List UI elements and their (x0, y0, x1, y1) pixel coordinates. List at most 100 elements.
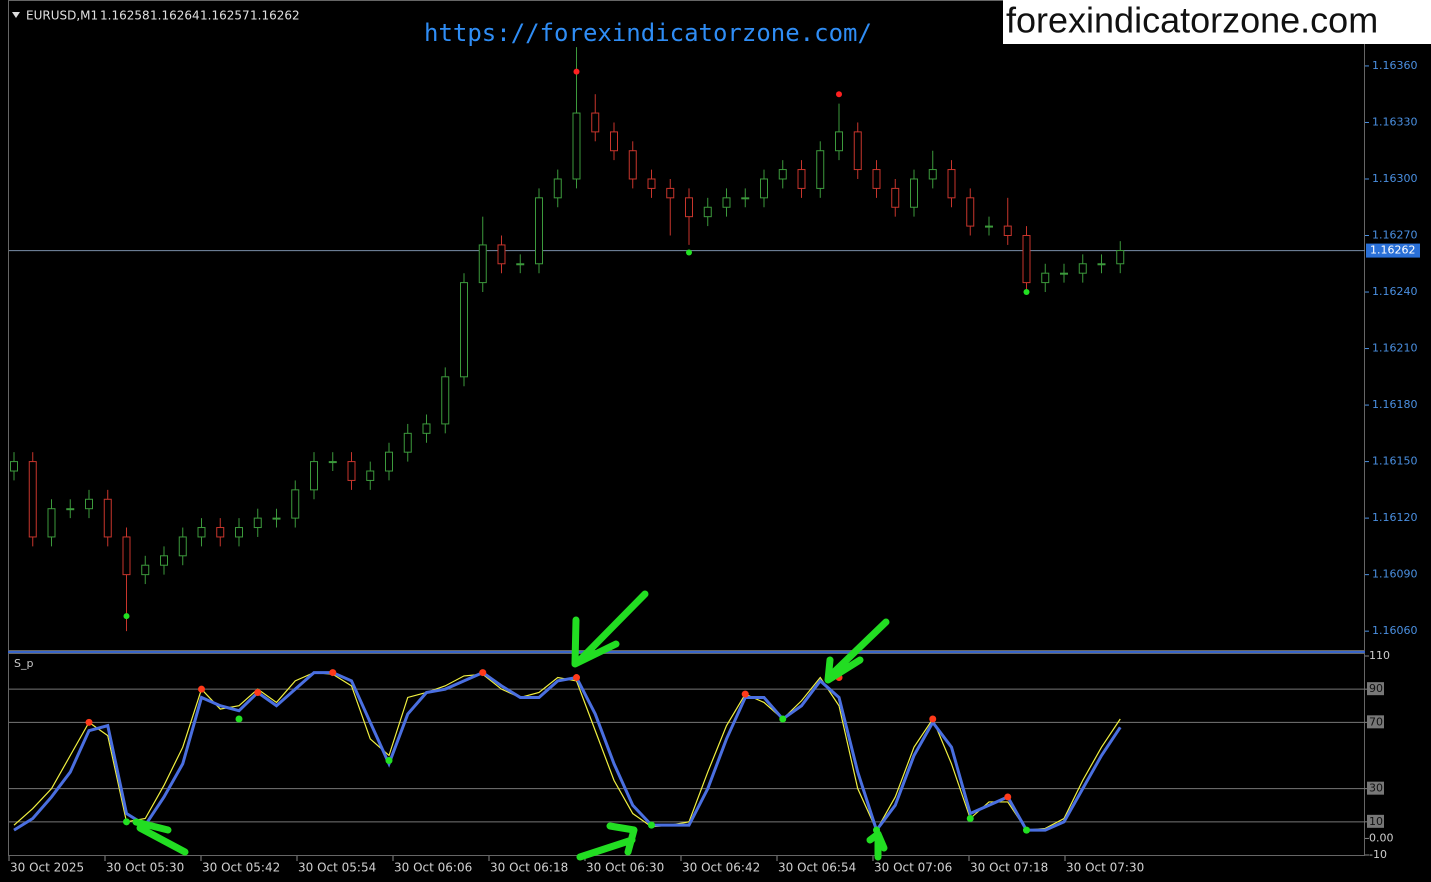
candle-body (272, 517, 281, 520)
candle-body (10, 461, 18, 472)
candle-body (1022, 235, 1031, 284)
level-box (1367, 781, 1384, 795)
candle-body (253, 517, 262, 529)
candle-body (47, 508, 56, 538)
candle-body (947, 169, 956, 199)
x-tick-label: 30 Oct 05:42 (202, 861, 280, 875)
candle-body (178, 536, 187, 557)
signal-dot (329, 669, 337, 677)
candle-body (666, 187, 675, 199)
candle-body (797, 169, 806, 189)
menu-triangle[interactable] (12, 12, 20, 18)
candle-body (610, 131, 618, 152)
candle-body (235, 527, 243, 538)
quote-open: 1.16258 (100, 9, 150, 23)
y-tick-label: 1.16360 (1372, 59, 1418, 72)
candle-body (591, 112, 600, 133)
y-tick-label: 1.16090 (1372, 568, 1418, 581)
candle-body (478, 244, 487, 284)
candle-body (741, 197, 750, 200)
signal-dot (385, 756, 393, 764)
main-panel (8, 0, 1365, 651)
candle-body (1041, 272, 1050, 284)
y-tick-label: 1.16330 (1372, 115, 1418, 128)
candle-body (647, 178, 656, 189)
candle-body (497, 244, 506, 265)
signal-dot (779, 715, 787, 723)
x-tick-label: 30 Oct 07:18 (970, 861, 1048, 875)
y-tick-label: 1.16180 (1372, 398, 1418, 411)
candle-body (385, 451, 393, 472)
candle-body (553, 178, 562, 199)
y-tick-label: 1.16270 (1372, 229, 1418, 242)
signal-dot (966, 815, 974, 823)
fractal-dot (573, 68, 580, 75)
candle-body (703, 206, 712, 218)
y-tick-label: -10 (1369, 848, 1387, 861)
candle-body (197, 527, 206, 538)
candle-body (853, 131, 862, 171)
fractal-dot (1023, 289, 1030, 296)
candle-body (535, 197, 543, 265)
y-tick-label: 110 (1369, 649, 1390, 662)
candle-body (403, 432, 412, 453)
y-tick-label: 90 (1369, 682, 1383, 695)
marks: 30 Oct 2025 30 Oct 05:30 30 Oct 05:42 30 Oc… (8, 47, 1420, 875)
y-tick-label: 0.00 (1369, 831, 1394, 844)
x-tick-label: 30 Oct 05:30 (106, 861, 184, 875)
candle-body (872, 169, 881, 189)
y-tick-label: 1.16300 (1372, 172, 1418, 185)
signal-dot (1004, 793, 1012, 801)
candle-body (1078, 263, 1087, 274)
candle-body (966, 197, 975, 227)
level-box (1367, 682, 1384, 696)
quote-close: 1.16262 (250, 9, 300, 23)
symbol: EURUSD,M1 (26, 9, 98, 23)
candle-body (891, 187, 900, 208)
y-tick-label: 30 (1369, 782, 1383, 795)
y-tick-label: 10 (1369, 815, 1383, 828)
candle-body (103, 498, 112, 538)
y-tick-label: 1.16060 (1372, 624, 1418, 637)
x-tick-label: 30 Oct 05:54 (298, 861, 376, 875)
x-tick-label: 30 Oct 06:06 (394, 861, 472, 875)
level-box (1367, 814, 1384, 828)
indicator-panel (8, 653, 1365, 856)
candle-body (310, 461, 318, 491)
candle-body (685, 197, 693, 218)
candle-body (347, 461, 356, 481)
candle-body (460, 282, 468, 378)
signal-dot (198, 685, 205, 693)
url-watermark: https://forexindicatorzone.com/ (424, 19, 872, 47)
candle-body (160, 555, 168, 566)
candle-body (1116, 250, 1125, 265)
quote-high: 1.16264 (150, 9, 200, 23)
candle-body (141, 564, 150, 576)
fractal-dot (686, 249, 692, 256)
candle-body (835, 131, 843, 152)
x-tick-label: 30 Oct 06:18 (490, 861, 568, 875)
candle-body (1097, 263, 1106, 266)
x-tick-label: 30 Oct 06:42 (682, 861, 760, 875)
x-tick-label: 30 Oct 06:30 (586, 861, 664, 875)
y-tick-label: 70 (1369, 715, 1383, 728)
candle-body (441, 376, 450, 425)
candle-body (85, 498, 93, 510)
quote-low: 1.16257 (200, 9, 250, 23)
candle-body (928, 169, 937, 180)
candle-body (66, 508, 75, 511)
candle-body (422, 423, 431, 434)
candle-body (760, 178, 768, 199)
candle-body (910, 178, 918, 208)
candle-body (28, 461, 37, 538)
x-tick-label: 30 Oct 07:06 (874, 861, 952, 875)
candle-body (122, 536, 131, 576)
candle-body (816, 150, 825, 189)
candle-body (572, 112, 581, 180)
candle-body (1060, 272, 1068, 275)
candle-body (291, 489, 300, 519)
current-price-box (1366, 243, 1420, 258)
signal-dot (479, 669, 487, 677)
x-tick-label: 30 Oct 2025 (10, 861, 84, 875)
